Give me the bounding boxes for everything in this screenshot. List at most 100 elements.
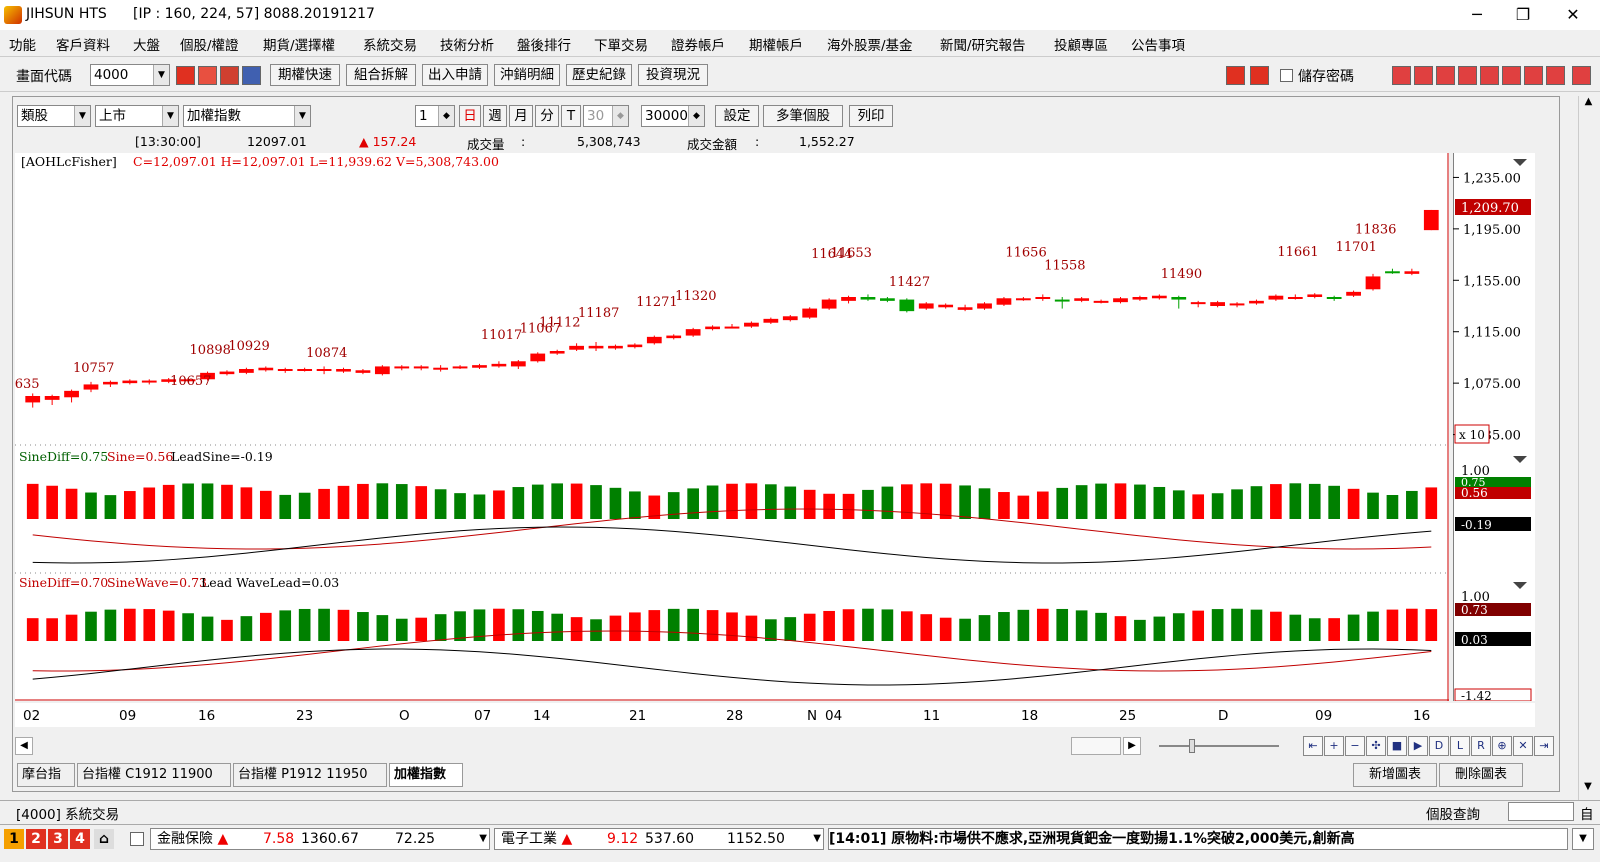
combo-split-button[interactable]: 組合拆解 (346, 64, 416, 86)
menu-order[interactable]: 下單交易 (594, 38, 648, 54)
tab-mtx[interactable]: 摩台指 (17, 763, 75, 787)
sector-ticker-2[interactable]: 電子工業 ▲ 9.12 537.60 1152.50 ▼ (494, 828, 824, 850)
period-tick-button[interactable]: T (561, 105, 581, 127)
code-combo[interactable]: 4000 ▼ (90, 64, 170, 86)
menu-news[interactable]: 新聞/研究報告 (940, 38, 1026, 54)
minutes-spinner[interactable]: 30 ◆ (583, 105, 629, 127)
folder-icon[interactable] (198, 66, 217, 85)
screen-icon[interactable] (1572, 66, 1591, 85)
chevron-down-icon[interactable] (1513, 582, 1527, 589)
plot-area[interactable]: 10657 10757 10898 10929 10874 11017 11067 11112… (15, 153, 1449, 701)
stock-query-input[interactable] (1508, 802, 1574, 821)
menu-overseas[interactable]: 海外股票/基金 (827, 38, 913, 54)
tab-put[interactable]: 台指權 P1912 11950 (233, 763, 387, 787)
screen-code-tab[interactable]: [4000] 系統交易 (16, 807, 120, 823)
chart-tool-icon[interactable] (1502, 66, 1521, 85)
scroll-left-icon[interactable]: ◀ (15, 737, 33, 755)
investment-status-button[interactable]: 投資現況 (638, 64, 708, 86)
chevron-down-icon[interactable]: ▼ (74, 106, 90, 126)
tools-icon[interactable] (1524, 66, 1543, 85)
ticker-checkbox[interactable] (130, 832, 144, 846)
category-combo[interactable]: 類股 ▼ (17, 105, 91, 127)
multi-stock-button[interactable]: 多筆個股 (763, 105, 843, 127)
vertical-scrollbar[interactable]: ▲ ▼ (1578, 96, 1598, 806)
chevron-down-icon[interactable]: ▼ (479, 833, 487, 844)
arrow-right-icon[interactable] (1250, 66, 1269, 85)
chart-nav-icon[interactable]: R (1471, 736, 1491, 756)
news-ticker[interactable]: [14:01] 原物料:市場供不應求,亞洲現貨鈀金一度勁揚1.1%突破2,000… (828, 828, 1568, 850)
chart-nav-icon[interactable]: ▶ (1408, 736, 1428, 756)
pen-icon[interactable] (1458, 66, 1477, 85)
bookmark-icon[interactable] (220, 66, 239, 85)
menu-futures[interactable]: 期貨/選擇權 (263, 38, 336, 54)
chevron-down-icon[interactable]: ▼ (162, 106, 178, 126)
menu-technical[interactable]: 技術分析 (440, 38, 494, 54)
scroll-right-icon[interactable]: ▶ (1123, 737, 1141, 755)
spinner-icon[interactable]: ◆ (438, 106, 454, 126)
chevron-down-icon[interactable] (1513, 456, 1527, 463)
zoom-slider-thumb[interactable] (1189, 739, 1195, 753)
restore-button[interactable]: ❐ (1515, 5, 1531, 24)
period-minute-button[interactable]: 分 (535, 105, 559, 127)
market-combo[interactable]: 上市 ▼ (95, 105, 179, 127)
menu-securities[interactable]: 證券帳戶 (671, 38, 725, 54)
page-1-button[interactable]: 1 (4, 829, 24, 849)
chart-nav-icon[interactable]: ⇤ (1303, 736, 1323, 756)
count-spinner[interactable]: 1 ◆ (415, 105, 455, 127)
chart-nav-icon[interactable]: ⇥ (1534, 736, 1554, 756)
grid-icon[interactable] (1436, 66, 1455, 85)
chart-nav-icon[interactable]: L (1450, 736, 1470, 756)
minimize-button[interactable]: ─ (1472, 5, 1482, 24)
chart-nav-icon[interactable]: ■ (1387, 736, 1407, 756)
print-button[interactable]: 列印 (849, 105, 893, 127)
sector-ticker-1[interactable]: 金融保險 ▲ 7.58 1360.67 72.25 ▼ (150, 828, 490, 850)
horizontal-scrollbar[interactable]: ◀ ▶ ⇤ + − ✣ ■ ▶ D L R ⊕ ✕ ⇥ (13, 733, 1561, 757)
page-2-button[interactable]: 2 (26, 829, 46, 849)
scroll-thumb[interactable] (1071, 737, 1121, 755)
close-button[interactable]: ✕ (1566, 5, 1580, 24)
zoom-slider[interactable] (1159, 745, 1279, 747)
period-month-button[interactable]: 月 (509, 105, 533, 127)
chart-nav-icon[interactable]: − (1345, 736, 1365, 756)
menu-stock[interactable]: 個股/權證 (180, 38, 239, 54)
help-icon[interactable] (1546, 66, 1565, 85)
offset-detail-button[interactable]: 沖銷明細 (494, 64, 560, 86)
page-3-button[interactable]: 3 (48, 829, 68, 849)
save-password-checkbox[interactable] (1280, 69, 1293, 82)
options-quick-button[interactable]: 期權快速 (270, 64, 340, 86)
add-chart-button[interactable]: 新增圖表 (1353, 763, 1437, 787)
bars-spinner[interactable]: 30000 ◆ (641, 105, 705, 127)
chart-nav-icon[interactable]: ✣ (1366, 736, 1386, 756)
period-day-button[interactable]: 日 (459, 105, 481, 127)
page-4-button[interactable]: 4 (70, 829, 90, 849)
lock-icon[interactable]: ⌂ (94, 829, 114, 849)
chevron-down-icon[interactable]: ▼ (1572, 828, 1594, 850)
menu-options-account[interactable]: 期權帳戶 (749, 38, 803, 54)
chevron-down-icon[interactable]: ▼ (294, 106, 310, 126)
deposit-withdraw-button[interactable]: 出入申請 (422, 64, 488, 86)
chart-nav-icon[interactable]: ✕ (1513, 736, 1533, 756)
query-go-button[interactable]: 自 (1580, 807, 1594, 823)
menu-market[interactable]: 大盤 (133, 38, 160, 54)
menu-function[interactable]: 功能 (9, 38, 36, 54)
menu-systrade[interactable]: 系統交易 (363, 38, 417, 54)
menu-ranking[interactable]: 盤後排行 (517, 38, 571, 54)
menu-customer[interactable]: 客戶資料 (56, 38, 110, 54)
scroll-down-icon[interactable]: ▼ (1584, 781, 1592, 792)
delete-chart-button[interactable]: 刪除圖表 (1439, 763, 1523, 787)
text-icon[interactable] (1480, 66, 1499, 85)
index-combo[interactable]: 加權指數 ▼ (183, 105, 311, 127)
draw-line-icon[interactable] (1392, 66, 1411, 85)
tab-taiex[interactable]: 加權指數 (389, 763, 463, 787)
chevron-down-icon[interactable]: ▼ (813, 833, 821, 844)
scroll-up-icon[interactable]: ▲ (1584, 96, 1593, 107)
window-icon[interactable] (1414, 66, 1433, 85)
spinner-icon[interactable]: ◆ (612, 106, 628, 126)
menu-announcement[interactable]: 公告事項 (1131, 38, 1185, 54)
dropdown-icon[interactable] (242, 66, 261, 85)
period-week-button[interactable]: 週 (483, 105, 507, 127)
tab-call[interactable]: 台指權 C1912 11900 (77, 763, 231, 787)
spinner-icon[interactable]: ◆ (688, 106, 704, 126)
history-button[interactable]: 歷史紀錄 (566, 64, 632, 86)
search-icon[interactable] (176, 66, 195, 85)
